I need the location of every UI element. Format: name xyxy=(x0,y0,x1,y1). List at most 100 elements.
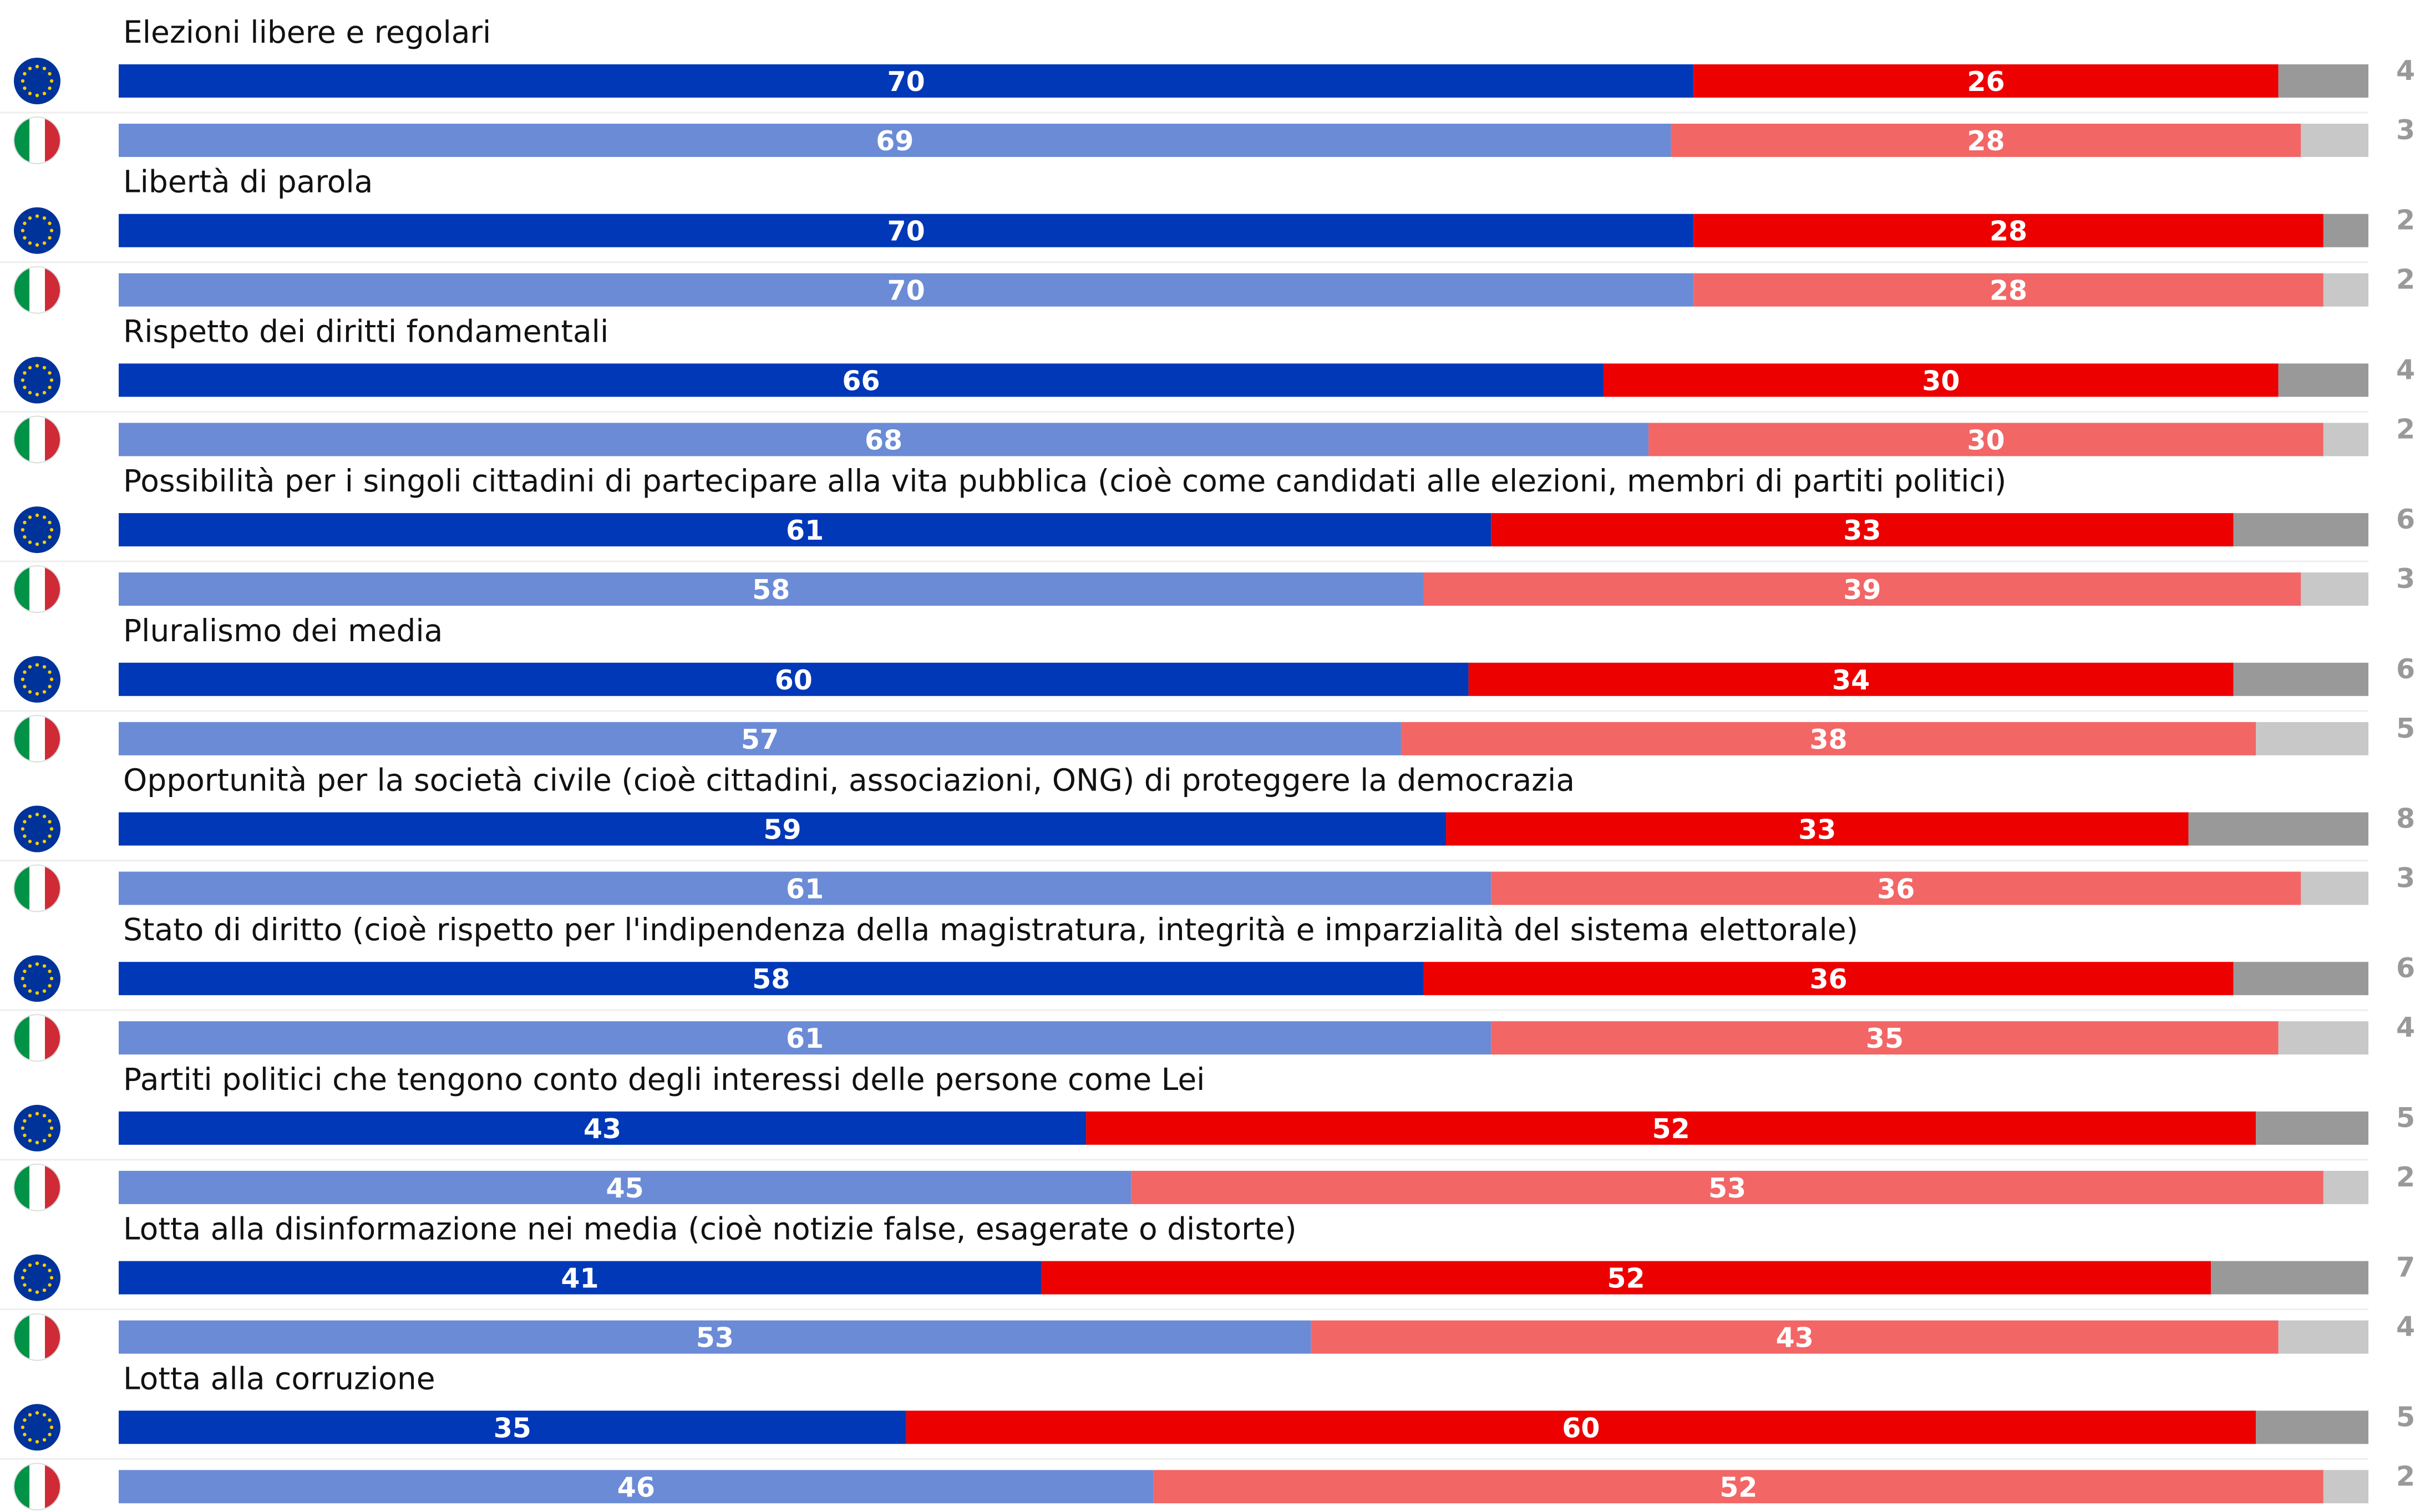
italy-flag-icon xyxy=(13,1163,61,1211)
eu-flag-star xyxy=(21,229,25,232)
bar-segment-1-eu xyxy=(119,662,1469,696)
bar-value-label: 33 xyxy=(1843,515,1881,546)
italy-flag-green xyxy=(14,1164,30,1211)
eu-flag-star xyxy=(23,221,27,225)
bar-value-label: 28 xyxy=(1990,275,2027,307)
italy-flag-icon xyxy=(13,864,61,912)
remainder-value-label: 4 xyxy=(2396,55,2415,87)
bar-segment-2-it xyxy=(1671,124,2301,157)
italy-flag-border xyxy=(13,1014,61,1062)
italy-flag-green xyxy=(14,566,30,613)
italy-flag-red xyxy=(45,1014,60,1062)
bar-segment-1-it xyxy=(119,423,1649,456)
bar-value-label: 60 xyxy=(775,664,813,696)
bar-value-label: 57 xyxy=(741,724,779,755)
italy-flag-green xyxy=(14,1463,30,1510)
bar-segment-1-eu xyxy=(119,1410,906,1444)
eu-flag-star xyxy=(42,690,47,694)
category-group: Elezioni libere e regolari 70 26 4 69 28 3 xyxy=(0,14,2415,157)
eu-flag-star xyxy=(48,820,52,824)
eu-flag-icon xyxy=(14,357,60,404)
italy-flag-green xyxy=(14,1014,30,1062)
bar-segment-3-it xyxy=(2278,1320,2368,1354)
bar-segment-1-eu xyxy=(119,214,1694,247)
eu-flag-star xyxy=(42,839,47,844)
category-group: Lotta alla corruzione 35 60 5 46 52 2 xyxy=(0,1361,2415,1504)
bar-value-label: 30 xyxy=(1922,365,1960,397)
category-group: Libertà di parola 70 28 2 70 28 2 xyxy=(0,164,2415,307)
category-title: Rispetto dei diritti fondamentali xyxy=(123,313,608,349)
italy-flag-icon xyxy=(13,1014,61,1062)
bar-value-label: 30 xyxy=(1967,424,2005,456)
bar-value-label: 59 xyxy=(763,814,801,846)
bar-value-label: 28 xyxy=(1990,216,2027,247)
eu-flag-field xyxy=(14,207,60,254)
remainder-value-label: 5 xyxy=(2396,1401,2415,1433)
remainder-value-label: 4 xyxy=(2396,1311,2415,1343)
eu-flag-star xyxy=(42,540,47,544)
italy-flag-red xyxy=(45,566,60,613)
italy-flag-red xyxy=(45,416,60,463)
eu-flag-star xyxy=(28,839,32,844)
eu-flag-star xyxy=(42,1288,47,1292)
bar-segment-1-it xyxy=(119,1021,1491,1055)
eu-flag-star xyxy=(21,378,25,382)
bar-segment-1-it xyxy=(119,273,1694,307)
remainder-value-label: 2 xyxy=(2396,1460,2415,1492)
bar-value-label: 52 xyxy=(1719,1472,1757,1503)
eu-flag-field xyxy=(14,1254,60,1301)
remainder-value-label: 4 xyxy=(2396,1012,2415,1043)
bar-value-label: 39 xyxy=(1843,574,1881,606)
bar-value-label: 53 xyxy=(696,1322,734,1354)
bar-value-label: 68 xyxy=(865,424,902,456)
eu-flag-star xyxy=(42,1263,47,1267)
bar-value-label: 35 xyxy=(494,1412,531,1444)
eu-flag-star xyxy=(23,1269,27,1272)
eu-flag-star xyxy=(28,690,32,694)
category-title: Partiti politici che tengono conto degli… xyxy=(123,1062,1205,1097)
eu-flag-icon xyxy=(14,58,60,104)
eu-flag-star xyxy=(48,385,52,389)
bar-segment-1-eu xyxy=(119,962,1424,996)
bar-segment-3-eu xyxy=(2211,1261,2368,1295)
bar-segment-3-eu xyxy=(2233,662,2368,696)
bar-segment-3-eu xyxy=(2278,363,2368,397)
eu-flag-star xyxy=(23,1133,27,1138)
eu-flag-star xyxy=(49,378,54,382)
italy-flag-border xyxy=(13,1313,61,1361)
eu-flag-star xyxy=(48,984,52,988)
eu-flag-star xyxy=(48,1119,52,1123)
eu-flag-icon xyxy=(14,1254,60,1301)
eu-flag-star xyxy=(42,67,47,70)
eu-flag-star xyxy=(21,1126,25,1130)
eu-flag-star xyxy=(23,820,27,824)
italy-flag-red xyxy=(45,1164,60,1211)
remainder-value-label: 3 xyxy=(2396,114,2415,146)
eu-flag-star xyxy=(42,1114,47,1118)
italy-flag-red xyxy=(45,715,60,762)
eu-flag-star xyxy=(35,214,39,218)
eu-flag-star xyxy=(42,390,47,395)
italy-flag-white xyxy=(29,715,45,762)
bar-segment-3-eu xyxy=(2256,1410,2368,1444)
bar-segment-2-it xyxy=(1401,722,2256,755)
italy-flag-icon xyxy=(13,415,61,464)
eu-flag-star xyxy=(23,670,27,674)
bar-value-label: 58 xyxy=(752,963,790,995)
eu-flag-icon xyxy=(14,506,60,554)
bar-segment-2-it xyxy=(1693,273,2323,307)
bar-segment-2-eu xyxy=(906,1410,2256,1444)
italy-flag-white xyxy=(29,1014,45,1062)
italy-flag-icon xyxy=(13,266,61,314)
eu-flag-star xyxy=(48,1283,52,1287)
eu-flag-star xyxy=(35,962,39,966)
italy-flag-border xyxy=(13,1463,61,1511)
bar-segment-1-it xyxy=(119,722,1401,755)
bar-segment-1-eu xyxy=(119,812,1447,846)
eu-flag-star xyxy=(35,513,39,517)
eu-flag-star xyxy=(49,79,54,83)
eu-flag-star xyxy=(28,67,32,70)
category-title: Possibilità per i singoli cittadini di p… xyxy=(123,463,2006,499)
eu-flag-star xyxy=(35,1140,39,1145)
bar-value-label: 61 xyxy=(786,515,824,546)
